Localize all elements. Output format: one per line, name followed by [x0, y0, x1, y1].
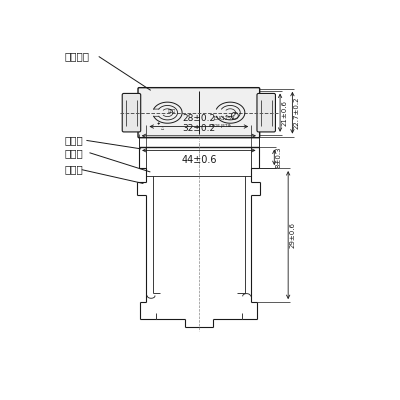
- Text: △: △: [161, 127, 164, 131]
- FancyBboxPatch shape: [138, 88, 260, 138]
- FancyBboxPatch shape: [122, 94, 141, 132]
- Text: KPOE JET⊕: KPOE JET⊕: [210, 124, 231, 128]
- Text: カバー: カバー: [65, 135, 84, 146]
- Text: 8±0.3: 8±0.3: [276, 146, 282, 168]
- Text: 29±0.6: 29±0.6: [290, 222, 296, 248]
- Text: 刃受ばね: 刃受ばね: [65, 51, 90, 61]
- Text: 21±0.6: 21±0.6: [282, 100, 288, 126]
- Text: はめる: はめる: [167, 109, 175, 113]
- Text: ボディ: ボディ: [65, 165, 84, 175]
- Text: 28±0.2: 28±0.2: [182, 114, 216, 124]
- Text: 組立枠: 組立枠: [65, 148, 84, 158]
- FancyBboxPatch shape: [257, 94, 276, 132]
- Text: 32±0.2: 32±0.2: [182, 124, 216, 133]
- Text: ✦: ✦: [157, 122, 160, 126]
- Text: 22.7±0.2: 22.7±0.2: [294, 96, 300, 129]
- Text: 44±0.6: 44±0.6: [181, 155, 216, 165]
- Text: 15A125V: 15A125V: [212, 116, 235, 121]
